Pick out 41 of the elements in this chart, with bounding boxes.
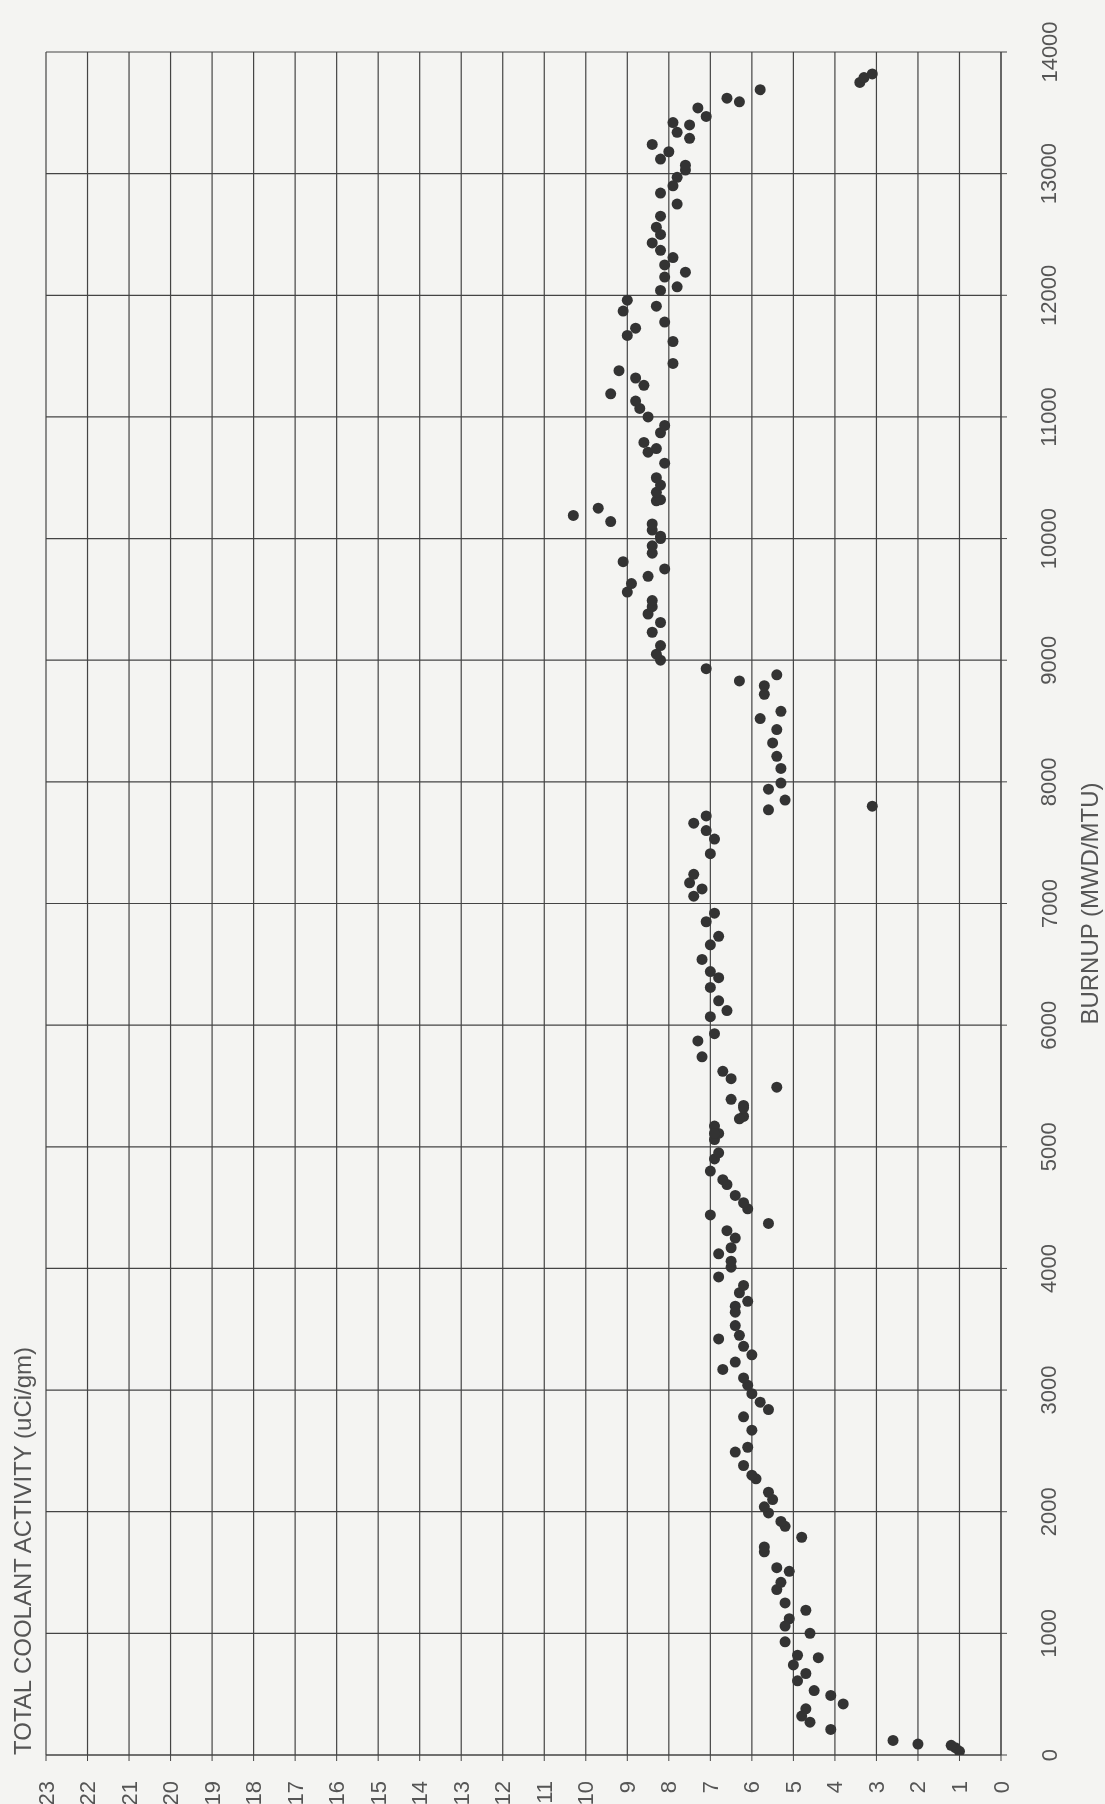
- x-tick-label: 18: [241, 1781, 267, 1804]
- y-tick-label: 10000: [1036, 507, 1062, 570]
- x-tick-label: 23: [33, 1781, 59, 1804]
- y-axis-title: BURNUP (MWD/MTU): [1075, 782, 1103, 1025]
- x-tick-label: 19: [199, 1781, 225, 1804]
- text: TOTAL COOLANT ACTIVITY (uCi/gm): [8, 1346, 36, 1755]
- y-tick-label: 13000: [1036, 143, 1062, 205]
- x-tick-label: 9: [614, 1781, 640, 1794]
- x-tick-label: 20: [158, 1781, 184, 1804]
- x-tick-label: 14: [407, 1781, 433, 1804]
- y-tick-label: 3000: [1036, 1365, 1062, 1415]
- x-tick-label: 4: [822, 1781, 848, 1794]
- x-tick-label: 6: [739, 1781, 765, 1794]
- y-tick-label: 1000: [1036, 1608, 1062, 1658]
- x-tick-label: 10: [573, 1781, 599, 1804]
- y-tick-label: 14000: [1036, 21, 1062, 83]
- x-tick-label: 1: [946, 1781, 972, 1794]
- x-tick-label: 22: [75, 1781, 101, 1804]
- x-tick-label: 21: [116, 1781, 142, 1804]
- y-tick-label: 4000: [1036, 1243, 1062, 1293]
- x-tick-label: 0: [988, 1781, 1014, 1794]
- x-tick-label: 5: [780, 1781, 806, 1794]
- y-tick-label: 11000: [1036, 387, 1062, 447]
- y-tick-label: 7000: [1036, 879, 1062, 928]
- x-tick-label: 15: [365, 1781, 391, 1804]
- x-tick-label: 12: [490, 1781, 516, 1804]
- x-tick-label: 16: [324, 1781, 350, 1804]
- y-tick-label: 5000: [1036, 1122, 1062, 1172]
- x-tick-label: 2: [905, 1781, 931, 1794]
- y-tick-label: 2000: [1036, 1487, 1062, 1537]
- y-tick-label: 8000: [1036, 757, 1062, 807]
- x-tick-label: 7: [697, 1781, 723, 1794]
- x-tick-label: 13: [448, 1781, 474, 1804]
- x-tick-label: 8: [656, 1781, 682, 1794]
- y-tick-label: 12000: [1036, 264, 1062, 326]
- x-tick-label: 11: [531, 1781, 557, 1804]
- x-tick-label: 3: [863, 1781, 889, 1794]
- y-tick-label: 9000: [1036, 635, 1062, 685]
- x-tick-label: 17: [282, 1781, 308, 1804]
- y-tick-label: 0: [1036, 1748, 1062, 1762]
- y-tick-label: 6000: [1036, 1000, 1062, 1050]
